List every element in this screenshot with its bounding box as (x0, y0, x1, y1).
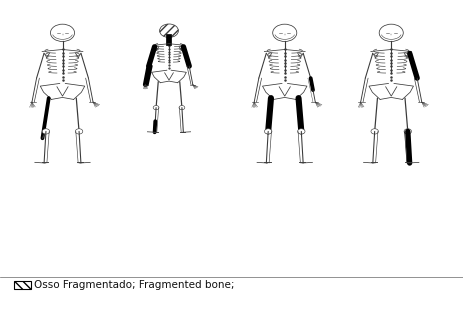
Circle shape (298, 129, 305, 134)
Bar (14, 281, 31, 289)
Circle shape (404, 129, 412, 134)
Circle shape (179, 106, 185, 110)
Text: Osso Fragmentado; Fragmented bone;: Osso Fragmentado; Fragmented bone; (34, 280, 235, 290)
Circle shape (153, 106, 159, 110)
Circle shape (42, 129, 50, 134)
Circle shape (75, 129, 83, 134)
Circle shape (371, 129, 378, 134)
Circle shape (264, 129, 272, 134)
